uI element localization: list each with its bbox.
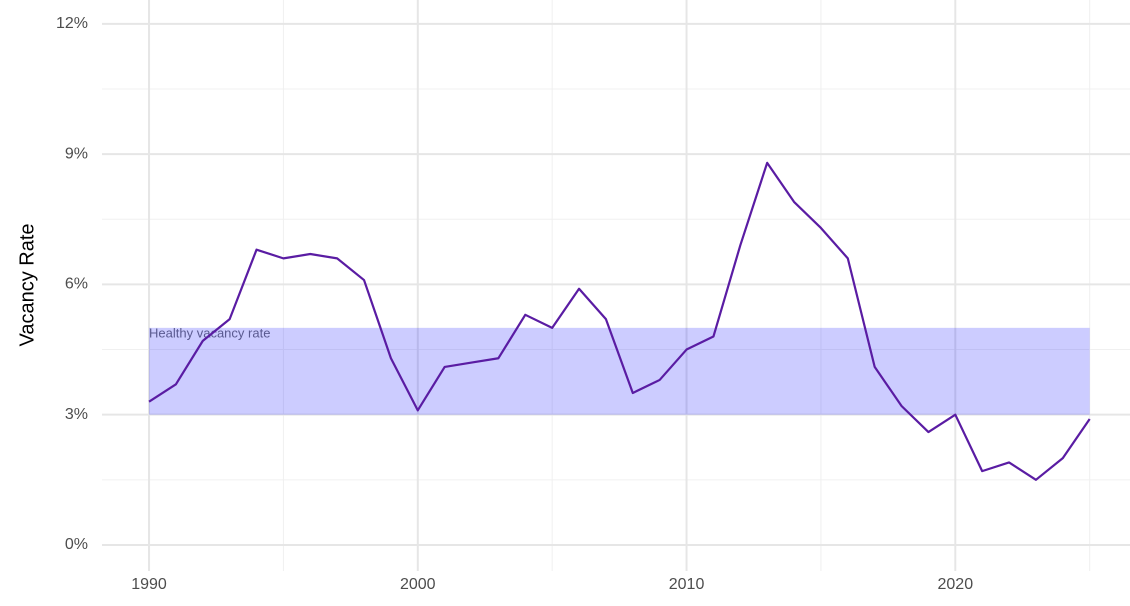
y-tick-label: 9% <box>65 145 88 162</box>
y-tick-label: 12% <box>56 15 88 32</box>
series-line <box>148 161 1091 481</box>
y-tick-label: 3% <box>65 406 88 423</box>
x-tick-label: 2000 <box>400 576 436 593</box>
x-tick-label: 2020 <box>938 576 974 593</box>
y-axis-label: Vacancy Rate <box>16 223 38 346</box>
healthy-band <box>149 327 1090 415</box>
x-tick-label: 2010 <box>669 576 705 593</box>
y-tick-label: 0% <box>65 536 88 553</box>
x-tick-label: 1990 <box>131 576 167 593</box>
y-tick-label: 6% <box>65 276 88 293</box>
band-label: Healthy vacancy rate <box>149 325 270 340</box>
